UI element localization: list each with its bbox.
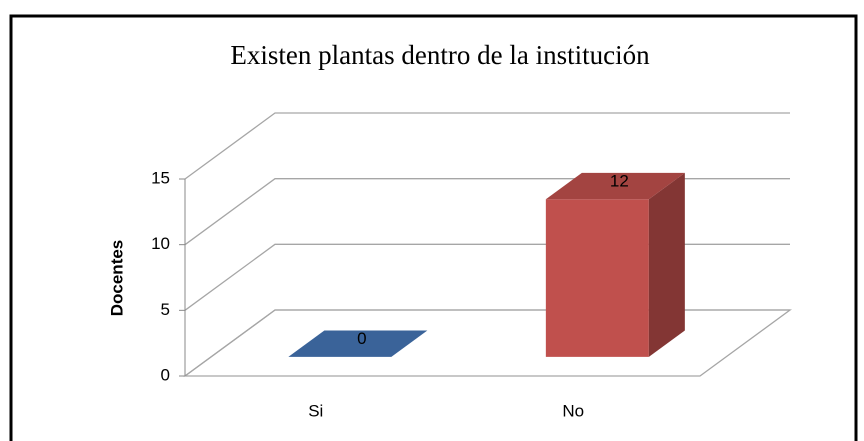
y-tick-label: 5 <box>161 300 170 319</box>
bar-front <box>545 199 649 357</box>
x-tick-label: No <box>562 401 584 420</box>
data-label: 12 <box>610 172 629 191</box>
y-tick-label: 15 <box>151 168 170 187</box>
y-tick-label: 10 <box>151 234 170 253</box>
chart-title: Existen plantas dentro de la institución <box>230 40 650 70</box>
bar <box>545 172 685 357</box>
bar-top <box>288 330 428 357</box>
frame <box>9 14 858 441</box>
data-label: 0 <box>357 329 366 348</box>
bar-side <box>648 172 685 357</box>
y-tick-label: 0 <box>161 365 170 384</box>
x-tick-label: Si <box>308 401 323 420</box>
bar <box>288 330 428 357</box>
bar-top <box>545 172 685 200</box>
y-axis-label: Docentes <box>107 240 126 317</box>
grid-line <box>184 112 790 180</box>
